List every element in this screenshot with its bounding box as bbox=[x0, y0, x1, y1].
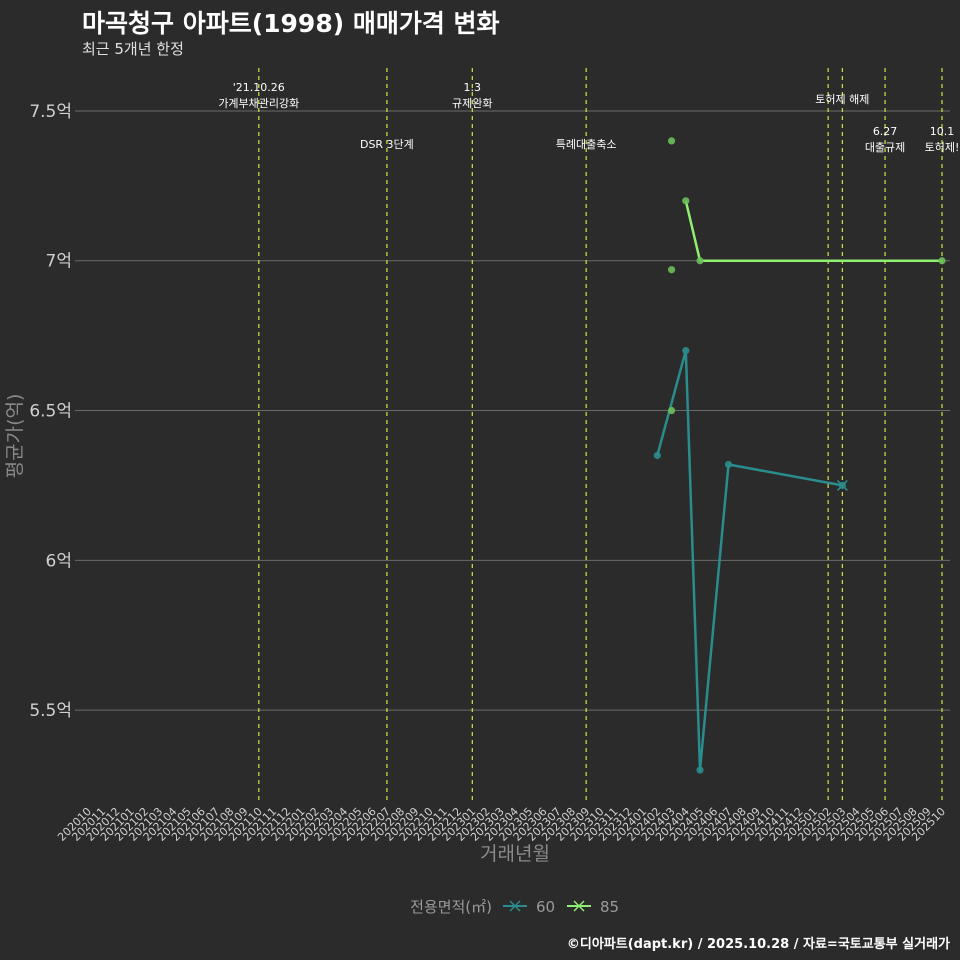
event-label: 대출규제 bbox=[865, 141, 905, 154]
y-tick-label: 5.5억 bbox=[29, 701, 72, 721]
data-point-85 bbox=[667, 406, 676, 415]
data-point-60 bbox=[682, 347, 690, 355]
event-label: 1.3 bbox=[464, 81, 482, 94]
data-point-60 bbox=[653, 451, 661, 460]
y-tick-label: 7.5억 bbox=[29, 102, 72, 122]
y-tick-label: 6억 bbox=[46, 551, 72, 571]
chart-subtitle: 최근 5개년 한정 bbox=[82, 40, 184, 58]
legend: 전용면적(㎡) 60 85 bbox=[410, 898, 619, 916]
data-point-85 bbox=[667, 137, 676, 145]
y-axis: 5.5억 6억 6.5억 7억 7.5억 bbox=[29, 102, 72, 721]
event-label: 규제완화 bbox=[452, 97, 492, 110]
event-label: 10.1 bbox=[930, 125, 955, 138]
data-point-60 bbox=[724, 460, 733, 469]
series-line-85 bbox=[684, 200, 942, 262]
series-end-marker bbox=[836, 479, 848, 491]
data-point-85 bbox=[667, 266, 676, 274]
data-point-85 bbox=[682, 197, 690, 205]
y-tick-label: 7억 bbox=[46, 252, 72, 272]
event-label: 토허제 해제 bbox=[815, 92, 869, 106]
grid bbox=[75, 110, 950, 711]
data-point-60 bbox=[696, 766, 704, 774]
legend-title: 전용면적(㎡) bbox=[410, 898, 492, 916]
legend-label-60: 60 bbox=[536, 898, 555, 916]
event-label: 가계부채관리강화 bbox=[218, 97, 299, 110]
event-label: 토허제! bbox=[925, 141, 960, 154]
legend-label-85: 85 bbox=[600, 898, 619, 916]
event-label: 6.27 bbox=[873, 125, 898, 138]
x-axis-title: 거래년월 bbox=[480, 843, 550, 865]
chart-title: 마곡청구 아파트(1998) 매매가격 변화 bbox=[82, 9, 500, 38]
data-point-85 bbox=[938, 257, 946, 265]
y-tick-label: 6.5억 bbox=[29, 402, 72, 422]
series-layer bbox=[653, 137, 946, 774]
event-label: 특례대출축소 bbox=[556, 138, 617, 151]
data-point-85 bbox=[696, 257, 704, 265]
footer-credit: ©디아파트(dapt.kr) / 2025.10.28 / 자료=국토교통부 실… bbox=[566, 937, 950, 952]
legend-key-marker-60 bbox=[509, 900, 521, 912]
event-label: DSR 3단계 bbox=[360, 138, 414, 151]
x-axis: 2020102020112020122021012021022021032021… bbox=[55, 805, 948, 844]
y-axis-title: 평균가(억) bbox=[4, 394, 26, 479]
legend-key-marker-85 bbox=[573, 900, 585, 912]
event-label: '21.10.26 bbox=[233, 81, 285, 94]
